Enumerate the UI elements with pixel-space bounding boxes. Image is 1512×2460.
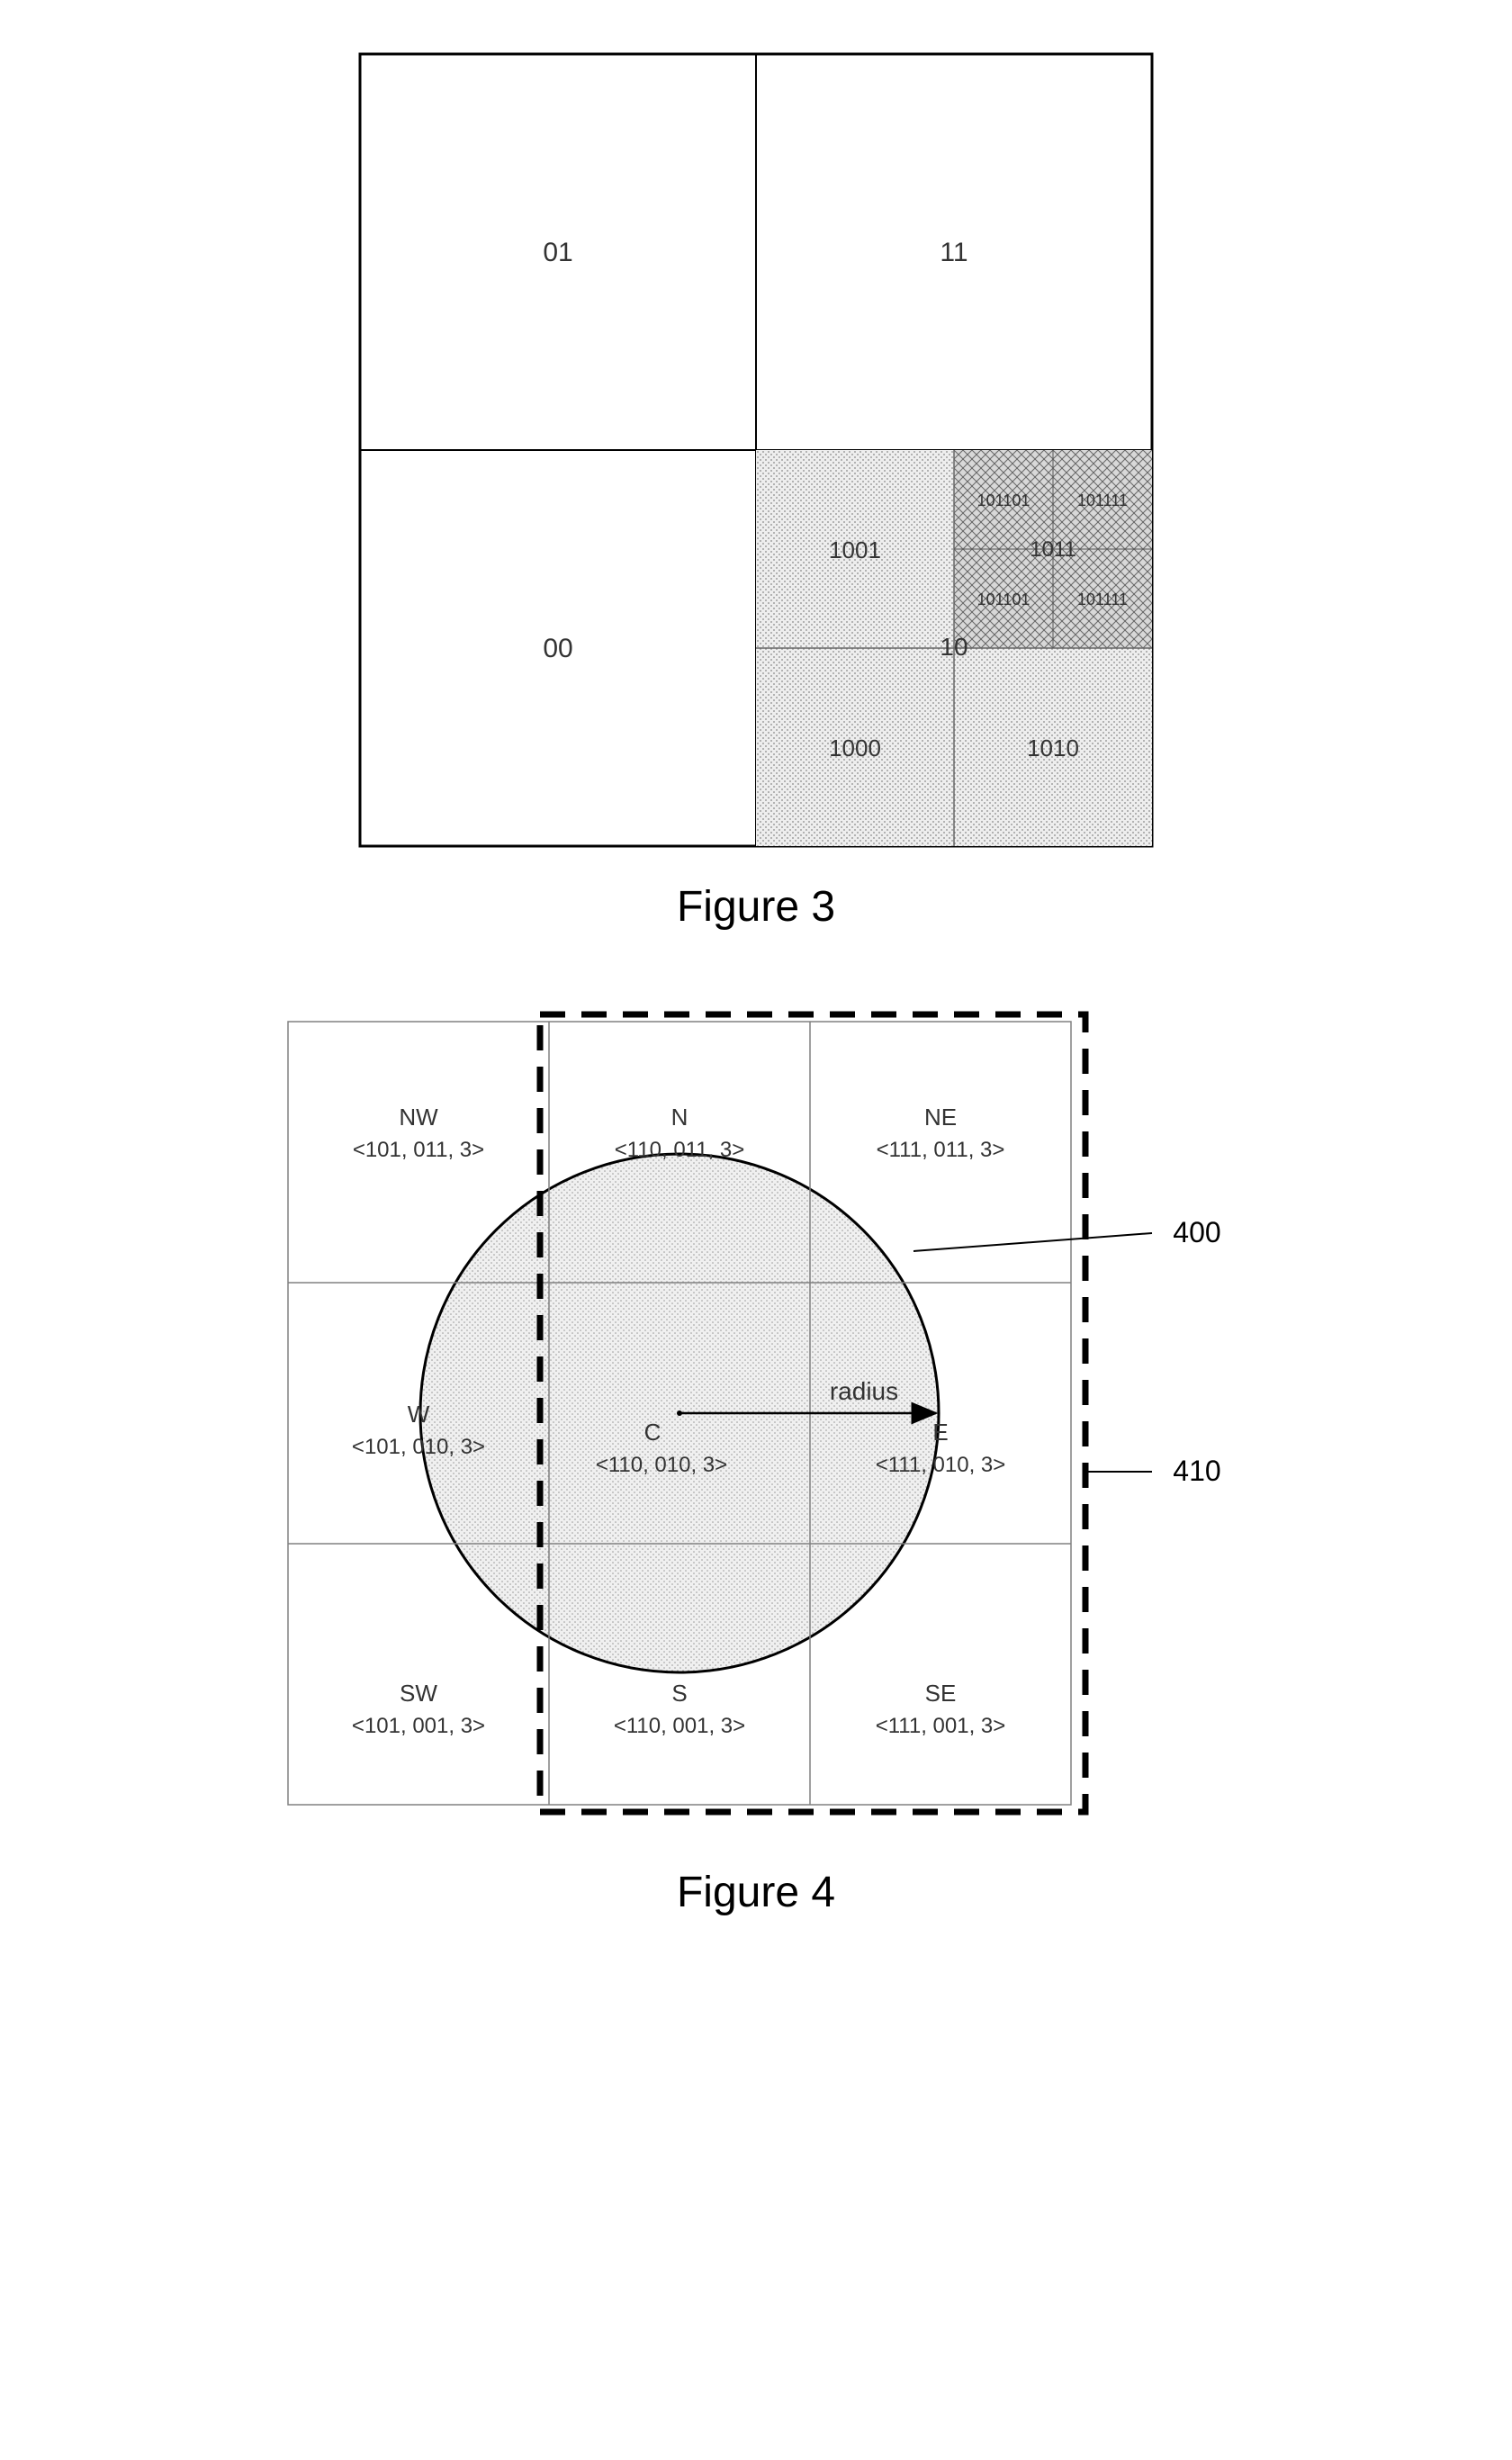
cell-2-dir: NE xyxy=(924,1104,957,1131)
cell-8-coord: <111, 001, 3> xyxy=(876,1714,1006,1738)
br-sub-tl: 1001 xyxy=(829,536,881,563)
quad-br: 10 xyxy=(940,633,968,661)
cell-6-coord: <101, 001, 3> xyxy=(352,1714,485,1738)
cell-7-dir: S xyxy=(671,1680,687,1707)
callout-400: 400 xyxy=(1173,1216,1220,1248)
figure-3-svg: 01 11 00 10 1001 1011 1000 1010 10 xyxy=(342,36,1170,864)
br-tr-sub-tr: 101111 xyxy=(1077,491,1128,509)
br-tr-sub-bl: 101101 xyxy=(977,590,1030,608)
cell-5-dir: E xyxy=(932,1419,948,1446)
quad-tr: 11 xyxy=(940,238,968,267)
cell-3-coord: <101, 010, 3> xyxy=(352,1435,485,1459)
figure-3: 01 11 00 10 1001 1011 1000 1010 10 xyxy=(342,36,1170,932)
callout-410: 410 xyxy=(1173,1455,1220,1487)
br-sub-br: 1010 xyxy=(1027,734,1079,761)
br-sub-tr: 1011 xyxy=(1030,537,1076,562)
cell-0-coord: <101, 011, 3> xyxy=(353,1138,484,1162)
figure-4-caption: Figure 4 xyxy=(677,1868,835,1917)
br-sub-bl: 1000 xyxy=(829,734,881,761)
br-tr-sub-br: 101111 xyxy=(1077,590,1128,608)
cell-8-dir: SE xyxy=(925,1680,957,1707)
figure-3-caption: Figure 3 xyxy=(677,882,835,932)
cell-4-coord: <110, 010, 3> xyxy=(596,1453,727,1477)
figure-4-svg: NW <101, 011, 3> N <110, 011, 3> NE <111… xyxy=(252,986,1260,1850)
cell-0-dir: NW xyxy=(399,1104,438,1131)
br-tr-sub-tl: 101101 xyxy=(977,491,1030,509)
cell-3-dir: W xyxy=(408,1401,430,1428)
radius-label: radius xyxy=(830,1377,898,1405)
cell-5-coord: <111, 010, 3> xyxy=(876,1453,1006,1477)
cell-1-dir: N xyxy=(671,1104,688,1131)
quad-bl: 00 xyxy=(543,634,572,663)
cell-4-dir: C xyxy=(644,1419,662,1446)
quad-tl: 01 xyxy=(543,238,572,267)
cell-2-coord: <111, 011, 3> xyxy=(877,1138,1005,1162)
cell-1-coord: <110, 011, 3> xyxy=(615,1138,745,1162)
cell-6-dir: SW xyxy=(400,1680,437,1707)
figure-4: NW <101, 011, 3> N <110, 011, 3> NE <111… xyxy=(252,986,1260,1917)
cell-7-coord: <110, 001, 3> xyxy=(614,1714,745,1738)
